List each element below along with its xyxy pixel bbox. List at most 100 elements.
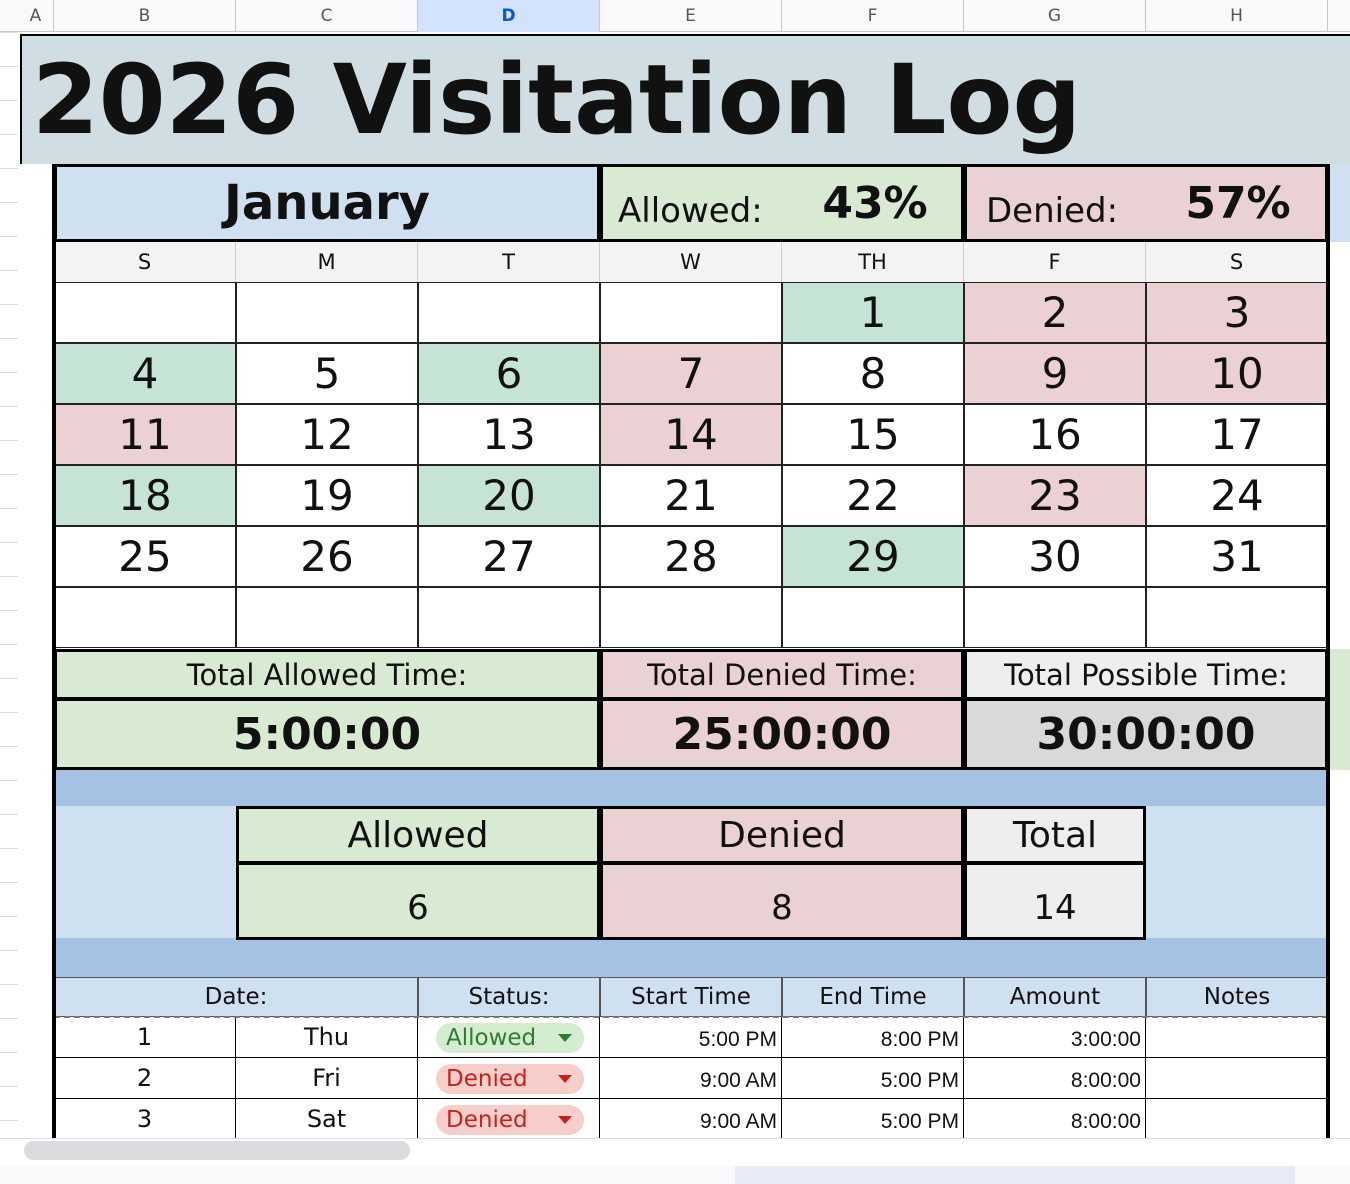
log-amount: 8:00:00 [964, 1058, 1146, 1099]
row-grid [0, 1120, 18, 1121]
calendar-day[interactable] [600, 282, 782, 343]
log-day: Thu [236, 1017, 418, 1058]
row-grid [0, 406, 18, 407]
dropdown-arrow [554, 1023, 576, 1053]
calendar-day[interactable]: 20 [418, 465, 600, 526]
column-header[interactable]: B [54, 0, 236, 32]
calendar-day[interactable]: 8 [782, 343, 964, 404]
log-status-cell [418, 1017, 600, 1058]
denied-pct: 57% [1185, 177, 1291, 229]
log-status-cell [418, 1058, 600, 1099]
calendar-day[interactable] [54, 282, 236, 343]
log-header: Date: [54, 977, 418, 1017]
calendar-day[interactable]: 1 [782, 282, 964, 343]
weekday: T [418, 242, 600, 282]
calendar-day[interactable]: 16 [964, 404, 1146, 465]
row-grid [0, 712, 18, 713]
arrow-icon [558, 1034, 572, 1042]
calendar-day[interactable]: 13 [418, 404, 600, 465]
calendar-day[interactable]: 2 [964, 282, 1146, 343]
calendar-day[interactable]: 14 [600, 404, 782, 465]
calendar-day[interactable]: 4 [54, 343, 236, 404]
status-chip[interactable]: Allowed [436, 1023, 584, 1053]
row-grid [0, 440, 18, 441]
calendar-day[interactable]: 6 [418, 343, 600, 404]
calendar-day[interactable]: 17 [1146, 404, 1328, 465]
calendar-day[interactable]: 28 [600, 526, 782, 587]
calendar-day[interactable] [1146, 587, 1328, 648]
calendar-day[interactable]: 21 [600, 465, 782, 526]
calendar-day[interactable]: 30 [964, 526, 1146, 587]
column-header[interactable]: C [236, 0, 418, 32]
calendar-day[interactable]: 5 [236, 343, 418, 404]
log-notes[interactable] [1146, 1058, 1328, 1099]
calendar-day[interactable]: 19 [236, 465, 418, 526]
log-header: Notes [1146, 977, 1328, 1017]
log-amount: 3:00:00 [964, 1017, 1146, 1058]
log-start: 9:00 AM [600, 1099, 782, 1140]
column-header[interactable]: H [1146, 0, 1328, 32]
total-value: 25:00:00 [600, 698, 964, 770]
dashed-line [54, 1016, 1328, 1018]
calendar-day[interactable]: 24 [1146, 465, 1328, 526]
calendar-day[interactable] [600, 587, 782, 648]
weekday: S [54, 242, 236, 282]
column-header[interactable]: E [600, 0, 782, 32]
status-chip[interactable]: Denied [436, 1064, 584, 1094]
log-notes[interactable] [1146, 1017, 1328, 1058]
column-header[interactable]: A [18, 0, 54, 32]
row-grid [0, 168, 18, 169]
column-header[interactable]: D [418, 0, 600, 32]
row-grid [0, 916, 18, 917]
calendar-day[interactable]: 12 [236, 404, 418, 465]
scroll-thumb[interactable] [24, 1141, 410, 1160]
month-edge [1328, 164, 1350, 242]
column-header[interactable]: G [964, 0, 1146, 32]
row-grid [0, 882, 18, 883]
title-band: 2026 Visitation Log [20, 34, 1350, 164]
calendar-day[interactable] [54, 587, 236, 648]
calendar-day[interactable] [236, 587, 418, 648]
log-date: 3 [54, 1099, 236, 1140]
band [54, 938, 1328, 977]
calendar-day[interactable] [964, 587, 1146, 648]
calendar-day[interactable]: 3 [1146, 282, 1328, 343]
column-header[interactable]: F [782, 0, 964, 32]
log-date: 1 [54, 1017, 236, 1058]
calendar-day[interactable]: 22 [782, 465, 964, 526]
log-end: 5:00 PM [782, 1099, 964, 1140]
row-grid [0, 780, 18, 781]
calendar-day[interactable] [782, 587, 964, 648]
calendar-day[interactable]: 11 [54, 404, 236, 465]
calendar-day[interactable]: 25 [54, 526, 236, 587]
log-end: 5:00 PM [782, 1058, 964, 1099]
calendar-day[interactable]: 10 [1146, 343, 1328, 404]
log-amount: 8:00:00 [964, 1099, 1146, 1140]
allowed-cell [600, 164, 964, 242]
calendar-day[interactable] [418, 587, 600, 648]
calendar-day[interactable] [418, 282, 600, 343]
calendar-day[interactable] [236, 282, 418, 343]
status-chip[interactable]: Denied [436, 1105, 584, 1135]
calendar-day[interactable]: 26 [236, 526, 418, 587]
row-grid [0, 100, 18, 101]
weekday: M [236, 242, 418, 282]
log-header: Status: [418, 977, 600, 1017]
calendar-day[interactable]: 23 [964, 465, 1146, 526]
log-header: End Time [782, 977, 964, 1017]
row-grid [0, 542, 18, 543]
row-grid [0, 678, 18, 679]
calendar-day[interactable]: 31 [1146, 526, 1328, 587]
row-grid [0, 610, 18, 611]
calendar-day[interactable]: 7 [600, 343, 782, 404]
log-notes[interactable] [1146, 1099, 1328, 1140]
summary-value: 14 [964, 862, 1146, 940]
total-label: Total Denied Time: [600, 649, 964, 700]
calendar-day[interactable]: 9 [964, 343, 1146, 404]
frame-left [52, 164, 56, 1140]
calendar-day[interactable]: 15 [782, 404, 964, 465]
calendar-day[interactable]: 18 [54, 465, 236, 526]
calendar-day[interactable]: 27 [418, 526, 600, 587]
row-grid [0, 202, 18, 203]
calendar-day[interactable]: 29 [782, 526, 964, 587]
